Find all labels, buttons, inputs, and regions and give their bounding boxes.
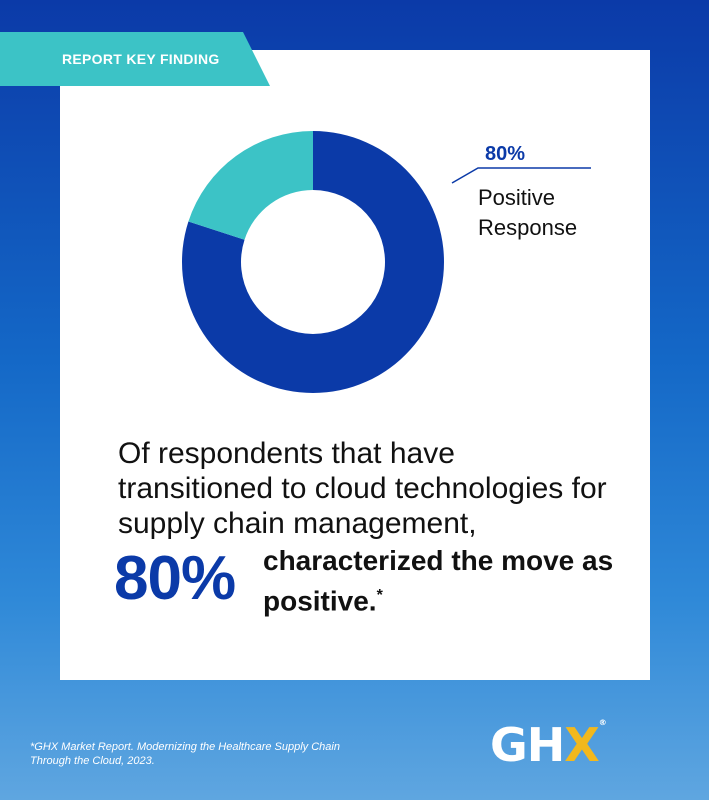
highlight-text-content: characterized the move as positive. <box>263 545 614 617</box>
report-banner: REPORT KEY FINDING <box>0 32 270 86</box>
ghx-logo: GHX® <box>490 718 607 772</box>
logo-registered-mark: ® <box>598 718 607 727</box>
banner-label: REPORT KEY FINDING <box>62 51 220 67</box>
donut-chart <box>182 131 591 393</box>
footnote: *GHX Market Report. Modernizing the Heal… <box>30 741 340 767</box>
highlight-text: characterized the move as positive.* <box>263 543 623 618</box>
callout-label: Positive Response <box>478 185 578 240</box>
donut-slice-positive-response <box>182 131 444 393</box>
highlight-value: 80% <box>114 544 236 613</box>
logo-x: X <box>564 718 599 772</box>
footnote-mark: * <box>376 587 383 604</box>
logo-text: GH <box>490 718 565 772</box>
donut-slice-other <box>188 131 313 240</box>
callout-value: 80% <box>485 143 526 165</box>
statement-text: Of respondents that have transitioned to… <box>118 437 607 540</box>
callout-leader-line <box>451 167 591 184</box>
